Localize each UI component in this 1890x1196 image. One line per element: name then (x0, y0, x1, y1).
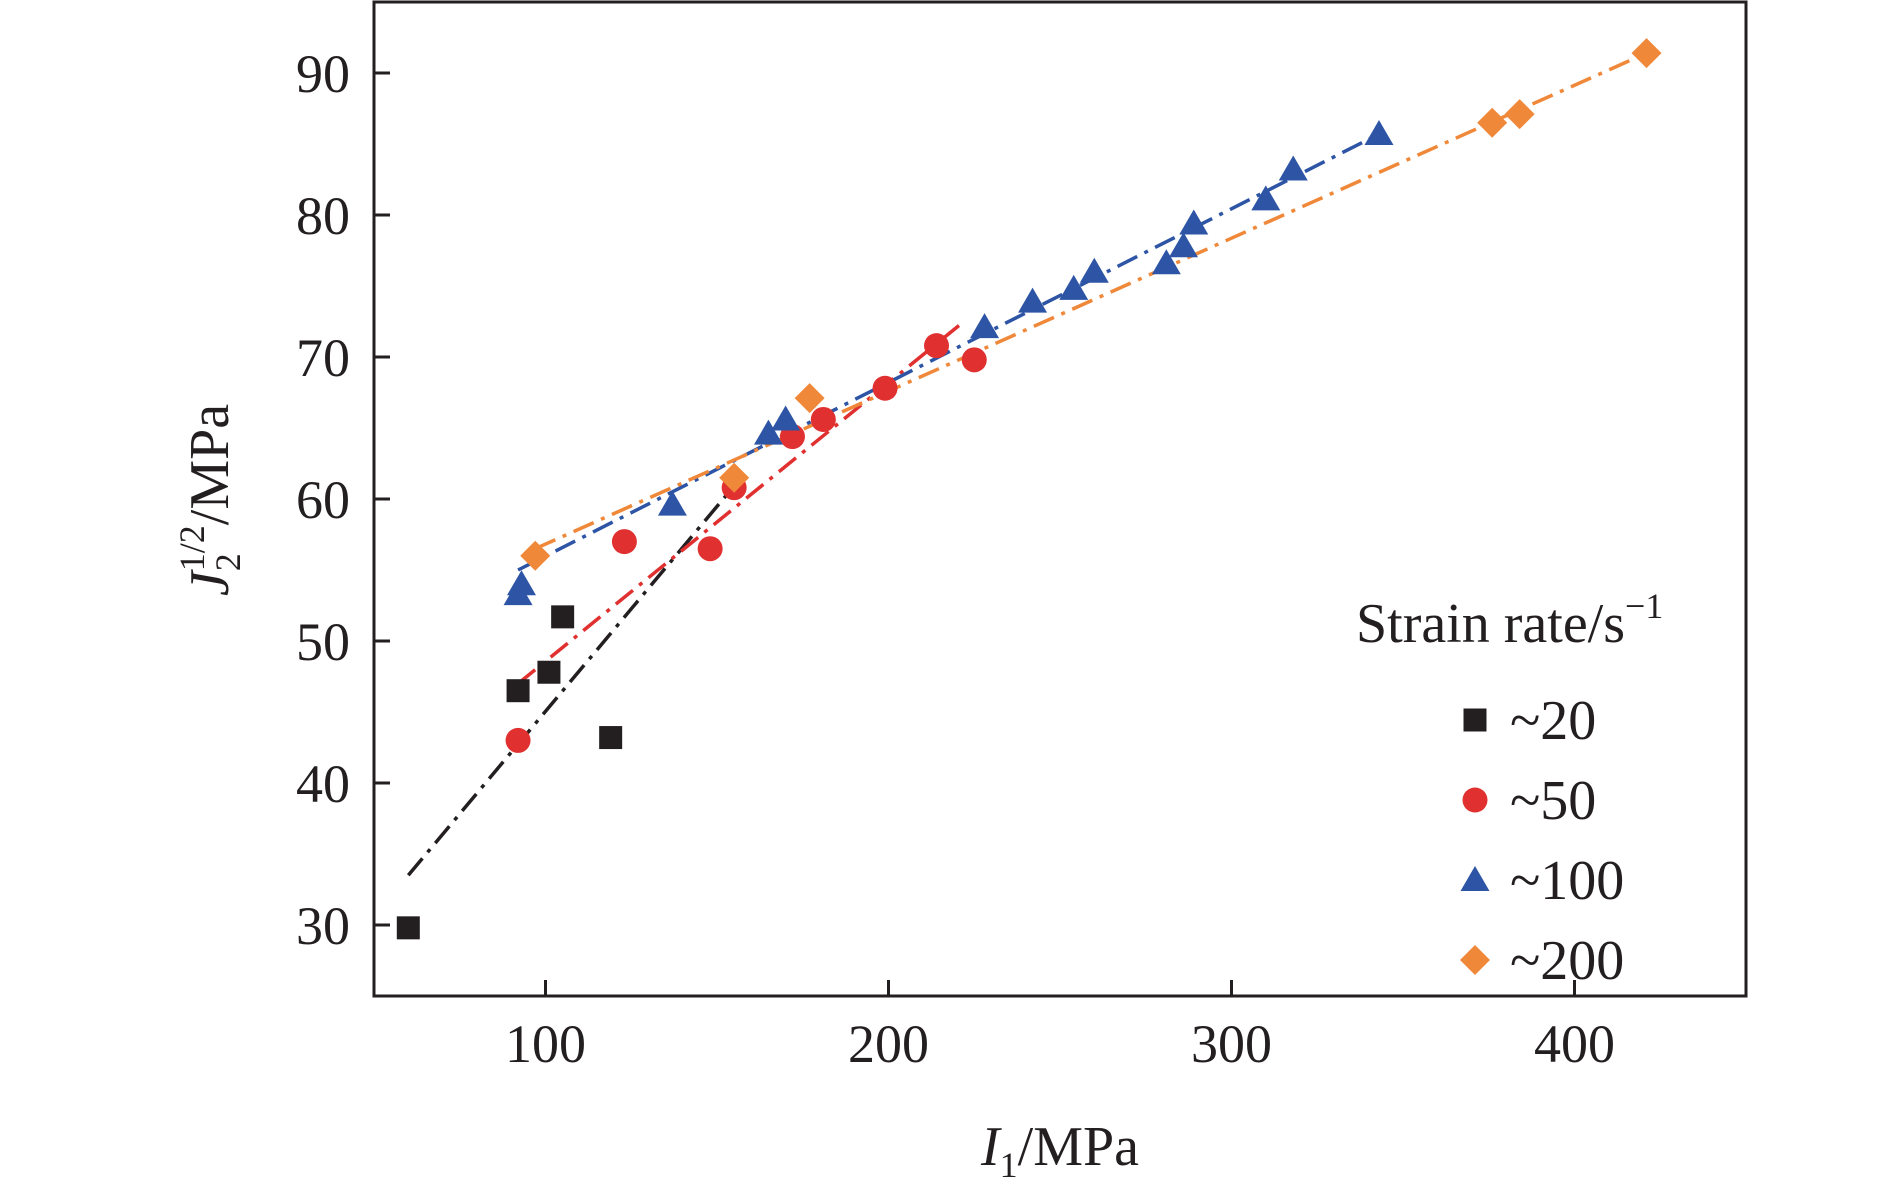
data-point (551, 605, 575, 629)
legend-marker (1460, 866, 1490, 891)
data-point (1018, 287, 1048, 313)
legend-label: ~200 (1510, 930, 1624, 992)
y-tick-label: 40 (296, 754, 350, 814)
data-markers (396, 38, 1662, 940)
y-tick-label: 70 (296, 328, 350, 388)
legend: Strain rate/s−1 ~20 ~50 ~100 ~200 (1356, 586, 1663, 992)
data-point (537, 660, 561, 684)
legend-marker (1460, 945, 1490, 975)
data-point (961, 347, 987, 373)
y-axis-title-unit: /MPa (179, 404, 241, 525)
data-point (1179, 209, 1209, 235)
x-tick-label: 100 (505, 1014, 586, 1074)
y-axis-title-main: J (179, 568, 241, 596)
data-point (396, 916, 420, 940)
data-point (771, 405, 801, 431)
legend-marker (1462, 787, 1488, 813)
data-point (611, 529, 637, 555)
data-point (810, 406, 836, 432)
data-point (924, 333, 950, 359)
data-point (719, 462, 750, 493)
plot-frame (372, 0, 1748, 998)
data-point (697, 536, 723, 562)
data-point (1079, 257, 1109, 283)
data-point (657, 490, 687, 516)
data-point (1168, 232, 1198, 258)
x-tick-label: 200 (848, 1014, 929, 1074)
data-point (970, 313, 1000, 339)
x-tick-label: 400 (1534, 1014, 1615, 1074)
y-axis-title-sub: 2 (208, 553, 248, 571)
data-point (520, 540, 551, 571)
y-tick-label: 80 (296, 186, 350, 246)
legend-title-text: Strain rate/s (1356, 593, 1625, 655)
data-point (506, 570, 536, 596)
fit-line-2 (517, 132, 1380, 572)
legend-marker (1463, 708, 1487, 732)
data-point (1278, 155, 1308, 181)
data-point (1364, 120, 1394, 146)
fit-line-0 (406, 476, 743, 877)
fit-line-3 (534, 51, 1648, 551)
data-point (1477, 107, 1508, 138)
y-axis-title-sup: 1/2 (172, 525, 212, 571)
y-tick-label: 50 (296, 612, 350, 672)
y-tick-label: 90 (296, 44, 350, 104)
fit-line-1 (516, 320, 966, 685)
legend-label: ~50 (1510, 770, 1596, 832)
legend-title-sup: −1 (1625, 586, 1663, 626)
data-point (599, 726, 623, 750)
x-tick-label: 300 (1191, 1014, 1272, 1074)
data-point (1631, 38, 1662, 69)
data-point (794, 383, 825, 414)
x-axis-title-unit: /MPa (1018, 1116, 1139, 1178)
x-axis-title-sub: 1 (1000, 1145, 1018, 1185)
y-tick-label: 30 (296, 896, 350, 956)
data-point (506, 679, 530, 703)
legend-label: ~100 (1510, 850, 1624, 912)
data-point (1504, 99, 1535, 130)
x-axis-title-main: I (980, 1116, 1002, 1178)
legend-label: ~20 (1510, 690, 1596, 752)
data-point (1059, 274, 1089, 300)
y-tick-label: 60 (296, 470, 350, 530)
axis-ticks: 100 200 300 400 30 40 50 60 70 80 90 (296, 44, 1615, 1074)
data-point (872, 375, 898, 401)
x-axis-title: I1/MPa (980, 1116, 1139, 1185)
data-point (1251, 185, 1281, 211)
y-axis-title: J21/2/MPa (172, 404, 248, 596)
legend-title: Strain rate/s−1 (1356, 586, 1663, 655)
fit-lines (406, 51, 1648, 877)
data-point (505, 727, 531, 753)
data-point (753, 419, 783, 445)
data-point (1151, 249, 1181, 275)
legend-entries: ~20 ~50 ~100 ~200 (1460, 690, 1624, 992)
